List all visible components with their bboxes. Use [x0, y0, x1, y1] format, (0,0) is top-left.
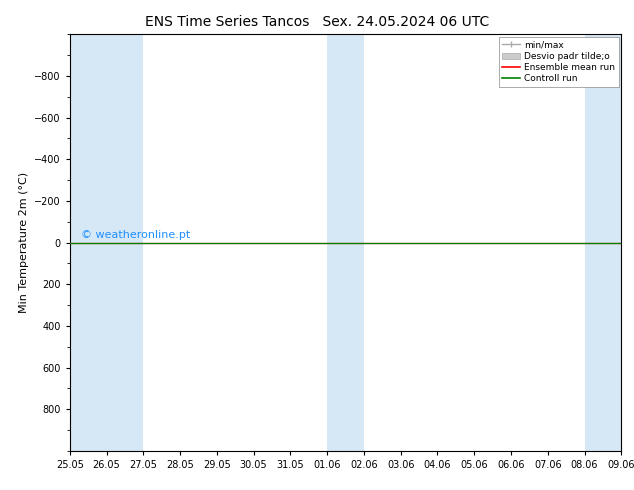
Bar	[585, 34, 621, 451]
Y-axis label: Min Temperature 2m (°C): Min Temperature 2m (°C)	[18, 172, 29, 313]
Bar	[327, 34, 364, 451]
Text: © weatheronline.pt: © weatheronline.pt	[81, 230, 190, 241]
Text: ENS Time Series Tancos   Sex. 24.05.2024 06 UTC: ENS Time Series Tancos Sex. 24.05.2024 0…	[145, 15, 489, 29]
Legend: min/max, Desvio padr tilde;o, Ensemble mean run, Controll run: min/max, Desvio padr tilde;o, Ensemble m…	[499, 37, 619, 87]
Bar	[70, 34, 143, 451]
